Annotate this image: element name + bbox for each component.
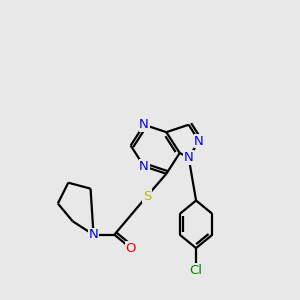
Text: N: N (184, 151, 194, 164)
Text: N: N (139, 160, 149, 173)
Text: O: O (125, 242, 136, 255)
Text: N: N (139, 118, 149, 131)
Text: N: N (194, 135, 204, 148)
Text: Cl: Cl (190, 264, 202, 277)
Text: N: N (89, 228, 98, 241)
Text: S: S (143, 190, 151, 202)
